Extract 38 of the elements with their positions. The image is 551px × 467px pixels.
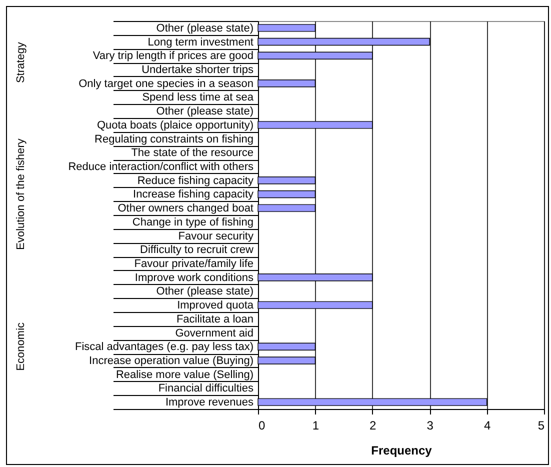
y-tick-label: Favour security bbox=[178, 230, 254, 242]
y-tick-label: Improve work conditions bbox=[134, 272, 254, 284]
y-tick-label: Long term investment bbox=[148, 36, 254, 48]
y-tick-label: Favour private/family life bbox=[134, 258, 254, 270]
y-tick-label: The state of the resource bbox=[131, 147, 254, 160]
y-tick-label: Quota boats (plaice opportunity) bbox=[96, 119, 254, 132]
y-tick-label: Other (please state) bbox=[156, 22, 254, 34]
x-tick-label: 0 bbox=[258, 418, 266, 432]
y-tick-label: Fiscal advantages (e.g. pay less tax) bbox=[74, 341, 254, 354]
y-tick-label: Government aid bbox=[175, 327, 254, 340]
text: Evolution of the fishery bbox=[15, 138, 27, 250]
x-tick-label: 3 bbox=[426, 418, 434, 432]
x-tick-label: 1 bbox=[312, 418, 320, 432]
y-tick-label: Spend less time at sea bbox=[142, 92, 254, 104]
y-tick-label: Improved quota bbox=[177, 300, 254, 312]
x-tick-label: 2 bbox=[370, 418, 377, 432]
y-tick-label: Vary trip length if prices are good bbox=[92, 50, 254, 62]
y-tick-label: Change in type of fishing bbox=[132, 216, 254, 228]
y-tick-label: Other owners changed boat bbox=[118, 202, 254, 215]
y-tick-label: Other (please state) bbox=[156, 286, 254, 298]
text: Strategy bbox=[15, 42, 27, 84]
y-tick-label: Realise more value (Selling) bbox=[116, 368, 254, 381]
y-tick-label: Reduce interaction/conflict with others bbox=[68, 161, 254, 173]
x-tick-label: 5 bbox=[538, 418, 545, 432]
y-tick-label: Increase fishing capacity bbox=[133, 188, 254, 201]
y-tick-label: Reduce fishing capacity bbox=[137, 174, 254, 187]
text: Economic bbox=[15, 322, 27, 371]
y-tick-label: Difficulty to recruit crew bbox=[140, 244, 254, 256]
x-axis-title: Frequency bbox=[371, 444, 432, 458]
x-tick-label: 4 bbox=[484, 418, 491, 432]
y-tick-label: Other (please state) bbox=[156, 106, 254, 118]
y-tick-label: Improve revenues bbox=[165, 396, 254, 409]
y-tick-label: Increase operation value (Buying) bbox=[89, 355, 254, 367]
y-tick-label: Financial difficulties bbox=[158, 382, 254, 395]
y-tick-label: Undertake shorter trips bbox=[142, 64, 254, 76]
y-tick-label: Facilitate a loan bbox=[176, 313, 254, 326]
y-tick-label: Regulating constraints on fishing bbox=[94, 133, 254, 146]
y-tick-label: Only target one species in a season bbox=[78, 78, 254, 90]
